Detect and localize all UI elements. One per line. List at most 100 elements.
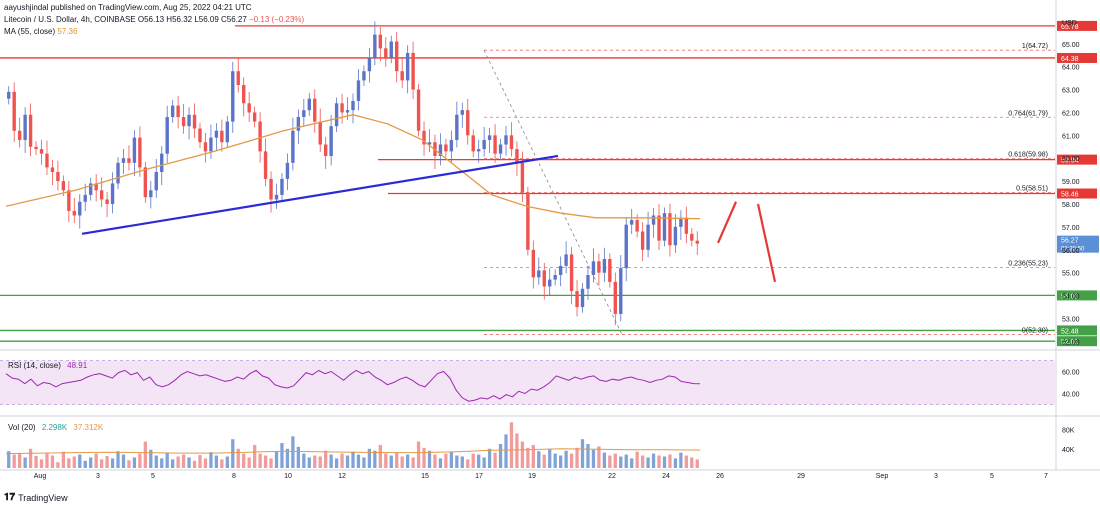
- last-price-tag: [1057, 235, 1099, 253]
- candle-body: [313, 98, 317, 122]
- volume-bar: [548, 448, 552, 468]
- time-tick-label: 15: [421, 473, 429, 480]
- candle-body: [498, 144, 503, 154]
- volume-bar: [149, 449, 153, 468]
- time-tick-label: 17: [475, 473, 483, 480]
- tradingview-brand[interactable]: 𝟏𝟕 TradingView: [4, 492, 68, 503]
- volume-bar: [504, 434, 508, 468]
- volume-bar: [236, 448, 240, 468]
- volume-bar: [635, 451, 639, 468]
- countdown-label: 03:38:50: [1061, 247, 1085, 253]
- price-tick-label: 54.00: [1062, 294, 1080, 301]
- candle-body: [143, 167, 148, 198]
- time-axis: Aug 3 5 8 10 12 15 17 19 22 24 26 29 Sep 3 5 7: [34, 473, 1048, 480]
- volume-bar: [362, 457, 366, 468]
- volume-bar: [477, 454, 481, 468]
- volume-bar: [89, 457, 93, 468]
- candle-body: [132, 137, 137, 163]
- time-tick-label: 3: [96, 473, 100, 480]
- volume-bar: [695, 459, 699, 468]
- volume-bar: [406, 454, 410, 468]
- candle-body: [662, 213, 667, 241]
- candle-body: [367, 57, 372, 72]
- volume-bar: [438, 458, 443, 468]
- volume-bar: [187, 457, 191, 468]
- candle-body: [422, 130, 426, 145]
- price-tick-label: 63.00: [1062, 88, 1080, 95]
- candle-body: [384, 48, 388, 58]
- volume-bar: [307, 457, 311, 468]
- level-label: 64.38: [1061, 56, 1079, 63]
- trendline: [81, 154, 559, 235]
- fib-label: 0.618(59.98): [1008, 152, 1048, 159]
- candle-body: [487, 135, 492, 140]
- volume-bar: [45, 453, 49, 468]
- level-label: 58.46: [1061, 192, 1079, 199]
- candle-body: [192, 114, 197, 129]
- volume-bar: [203, 458, 208, 468]
- time-tick-label: 26: [716, 473, 724, 480]
- candle-body: [613, 281, 617, 314]
- volume-bar: [668, 454, 672, 468]
- volume-bar: [274, 451, 279, 468]
- price-tick-label: 59.00: [1062, 179, 1080, 186]
- volume-bar: [12, 454, 16, 468]
- candle-body: [537, 270, 541, 278]
- volume-bar: [67, 458, 71, 468]
- level-tag: [1057, 325, 1097, 336]
- time-tick-label: 10: [284, 473, 292, 480]
- candle-body: [619, 268, 623, 314]
- volume-bar: [586, 444, 590, 468]
- rsi-legend: RSI (14, close) 48.91: [8, 361, 88, 370]
- candle-body: [651, 215, 656, 225]
- time-tick-label: 19: [528, 473, 536, 480]
- candle-body: [12, 91, 16, 131]
- volume-bar: [285, 448, 290, 468]
- level-tag: [1057, 290, 1097, 301]
- volume-bar: [247, 457, 251, 468]
- candle-body: [356, 80, 361, 102]
- volume-bar: [252, 444, 257, 468]
- volume-pane: [5, 422, 701, 468]
- price-axis: 52.00 53.00 54.00 55.00 56.00 57.00 58.00 59.00…: [1062, 42, 1080, 454]
- volume-bar: [209, 452, 213, 468]
- rsi-tick-label: 60.00: [1062, 370, 1080, 377]
- time-tick-label: 22: [608, 473, 616, 480]
- candle-body: [520, 162, 525, 193]
- candle-body: [17, 130, 22, 140]
- volume-bar: [132, 457, 137, 468]
- candle-body: [416, 89, 421, 131]
- candle-body: [258, 121, 262, 152]
- price-tick-label: 56.00: [1062, 248, 1080, 255]
- candle-body: [564, 254, 568, 266]
- volume-bar: [389, 455, 393, 468]
- time-tick-label: 24: [662, 473, 670, 480]
- volume-bar: [302, 453, 306, 468]
- volume-bar: [657, 455, 661, 468]
- symbol-title: Litecoin / U.S. Dollar, 4h, COINBASE: [4, 15, 136, 24]
- volume-bar: [50, 455, 55, 468]
- volume-bar: [334, 458, 339, 468]
- volume-bar: [220, 459, 224, 468]
- candle-body: [160, 153, 164, 172]
- volume-bar: [651, 453, 656, 468]
- volume-bar: [411, 457, 415, 468]
- candle-body: [187, 114, 191, 127]
- volume-bar: [384, 453, 388, 468]
- volume-bar: [493, 452, 497, 468]
- candle-body: [110, 183, 115, 205]
- volume-bar: [116, 451, 120, 468]
- drawings: 56.27 03:38:50: [81, 154, 1099, 283]
- volume-bar: [400, 456, 404, 468]
- volume-bar: [367, 448, 372, 468]
- candle-body: [23, 114, 27, 140]
- candle-body: [646, 224, 650, 250]
- price-tick-label: 60.00: [1062, 156, 1080, 163]
- volume-bar: [143, 441, 147, 468]
- candle-body: [198, 128, 202, 143]
- candle-body: [307, 98, 311, 111]
- candle-body: [482, 139, 486, 150]
- candle-body: [269, 178, 273, 200]
- volume-bar: [542, 454, 546, 468]
